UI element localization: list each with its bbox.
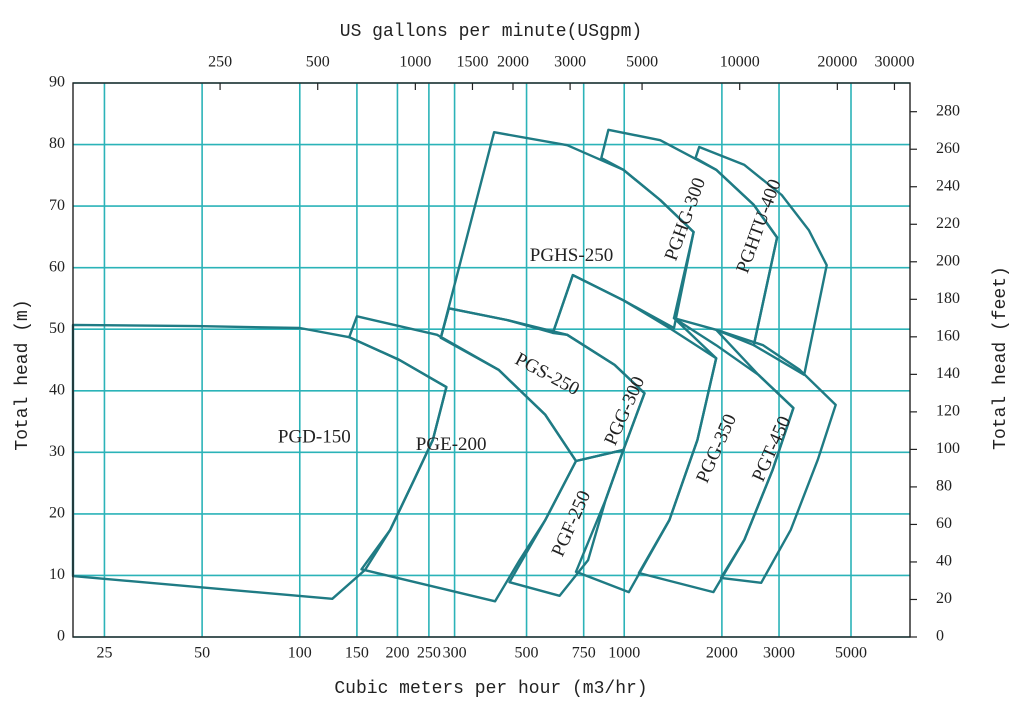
y-tick-label: 80 [49,135,65,152]
top-axis-title: US gallons per minute(USgpm) [340,22,642,42]
x-tick-label: 50 [194,645,210,662]
y2-tick-label: 220 [936,215,960,232]
region-outline [71,323,448,600]
y2-tick-label: 160 [936,328,960,345]
x2-tick-label: 2000 [497,54,529,71]
y2-tick-label: 180 [936,290,960,307]
region-label: PGD-150 [278,427,351,448]
x-tick-label: 250 [417,645,441,662]
y2-tick-label: 280 [936,102,960,119]
x-tick-label: 1000 [608,645,640,662]
y-tick-label: 20 [49,505,65,522]
region-label: PGT-450 [748,413,795,485]
region-outline [715,328,837,584]
y2-tick-label: 140 [936,365,960,382]
y2-tick-label: 120 [936,403,960,420]
x-axis-title: Cubic meters per hour (m3/hr) [334,679,647,699]
axes: 0 10 20 30 40 50 60 70 80 90 0 20 40 60 80 100 120 140 160… [49,54,960,662]
region-label: PGE-200 [416,434,487,455]
x2-tick-label: 500 [306,54,330,71]
y2-tick-label: 20 [936,590,952,607]
region-label: PGG-350 [692,411,741,486]
x2-tick-label: 20000 [817,54,857,71]
x2-tick-label: 1000 [399,54,431,71]
x-tick-label: 150 [345,645,369,662]
plot-frame [72,82,911,638]
x2-tick-label: 250 [208,54,232,71]
y-axis-title: Total head (m) [13,299,33,450]
x-tick-label: 3000 [763,645,795,662]
x2-tick-label: 30000 [874,54,914,71]
region-outline [439,131,695,339]
x-tick-label: 200 [385,645,409,662]
y2-tick-label: 40 [936,553,952,570]
region-outline [694,145,828,376]
x-tick-label: 25 [96,645,112,662]
y2-tick-label: 240 [936,177,960,194]
x-tick-label: 2000 [706,645,738,662]
y2-tick-label: 0 [936,628,944,645]
y-tick-label: 90 [49,74,65,91]
y-tick-label: 70 [49,197,65,214]
y-tick-label: 0 [57,628,65,645]
x-tick-label: 500 [515,645,539,662]
y-tick-label: 30 [49,443,65,460]
y2-tick-label: 100 [936,440,960,457]
y2-tick-label: 80 [936,478,952,495]
x-tick-label: 100 [288,645,312,662]
grid [73,82,910,638]
x2-tick-label: 10000 [720,54,760,71]
x2-tick-label: 5000 [626,54,658,71]
x-tick-label: 5000 [835,645,867,662]
region-label: PGF-250 [548,488,596,560]
y2-axis-title: Total head (feet) [991,266,1011,450]
region-label: PGHG-300 [661,175,710,264]
y2-tick-label: 260 [936,140,960,157]
y2-tick-label: 200 [936,252,960,269]
x2-tick-label: 3000 [554,54,586,71]
x2-tick-label: 1500 [456,54,488,71]
x-tick-label: 300 [443,645,467,662]
y-tick-label: 50 [49,320,65,337]
y2-tick-label: 60 [936,515,952,532]
y-tick-label: 10 [49,566,65,583]
y-tick-label: 40 [49,381,65,398]
region-label: PGHS-250 [530,245,613,266]
x-tick-label: 750 [572,645,596,662]
y-tick-label: 60 [49,258,65,275]
